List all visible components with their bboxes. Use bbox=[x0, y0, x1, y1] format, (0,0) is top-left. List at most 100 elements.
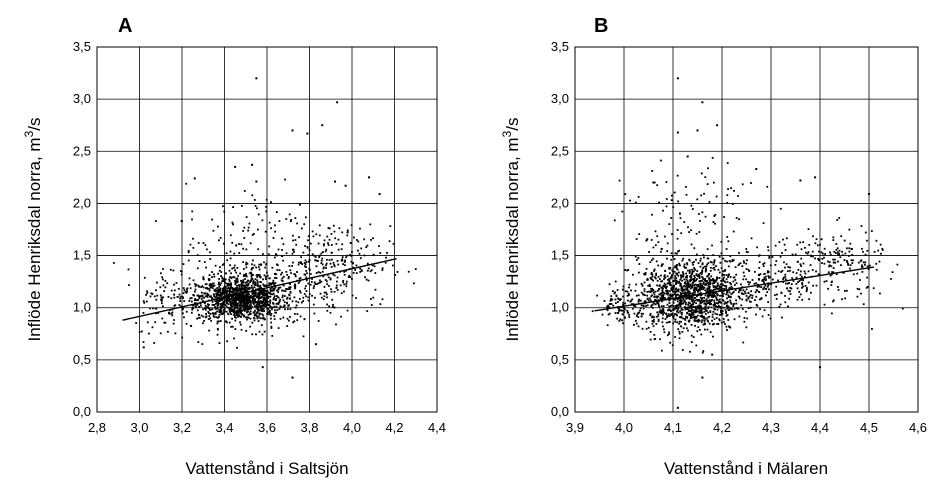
data-point bbox=[718, 285, 721, 288]
data-point bbox=[256, 316, 259, 319]
data-point bbox=[183, 316, 185, 319]
data-point bbox=[689, 350, 691, 353]
data-point bbox=[171, 311, 174, 314]
data-point bbox=[231, 317, 233, 320]
data-point bbox=[203, 296, 206, 299]
data-point bbox=[804, 272, 807, 275]
data-point bbox=[355, 264, 358, 267]
data-point bbox=[622, 313, 625, 316]
data-point bbox=[245, 316, 248, 319]
data-point bbox=[214, 290, 217, 292]
data-point bbox=[873, 250, 876, 253]
data-point bbox=[707, 296, 710, 299]
data-point bbox=[715, 278, 718, 280]
data-point bbox=[692, 281, 695, 283]
data-point bbox=[204, 283, 207, 286]
data-point bbox=[680, 274, 683, 277]
data-point bbox=[715, 297, 718, 299]
data-point bbox=[245, 330, 248, 332]
data-point bbox=[690, 229, 692, 232]
data-point bbox=[700, 288, 703, 291]
data-point bbox=[228, 269, 231, 272]
x-tick-label: 4,2 bbox=[385, 420, 403, 435]
data-point bbox=[223, 292, 226, 294]
data-point bbox=[696, 285, 699, 288]
data-point bbox=[660, 311, 662, 314]
data-point bbox=[766, 285, 769, 288]
data-point bbox=[694, 276, 696, 279]
data-point bbox=[329, 278, 332, 281]
data-point bbox=[262, 308, 265, 311]
data-point bbox=[216, 310, 219, 313]
data-point bbox=[650, 277, 652, 280]
data-point bbox=[255, 306, 258, 309]
data-point bbox=[154, 321, 157, 324]
x-axis-label: Vattenstånd i Mälaren bbox=[664, 459, 828, 478]
data-point bbox=[180, 273, 183, 276]
data-point bbox=[245, 275, 248, 278]
data-point bbox=[852, 273, 855, 276]
y-tick-label: 3,5 bbox=[73, 39, 91, 54]
data-point bbox=[695, 287, 697, 289]
data-point bbox=[222, 303, 224, 306]
data-point bbox=[726, 194, 729, 196]
data-point bbox=[277, 248, 280, 251]
data-point bbox=[688, 307, 691, 309]
data-point bbox=[189, 324, 192, 327]
data-point bbox=[671, 312, 674, 315]
data-point bbox=[725, 312, 728, 315]
data-point bbox=[291, 300, 294, 303]
data-point bbox=[288, 265, 291, 267]
data-point bbox=[218, 290, 221, 293]
data-point bbox=[704, 277, 707, 280]
data-point bbox=[652, 279, 655, 282]
data-point bbox=[202, 322, 204, 325]
data-point bbox=[276, 254, 278, 257]
data-point bbox=[242, 275, 245, 278]
data-point bbox=[802, 262, 805, 265]
data-point bbox=[656, 279, 659, 282]
data-point bbox=[800, 257, 803, 260]
data-point bbox=[179, 297, 182, 300]
data-point bbox=[300, 261, 302, 264]
data-point bbox=[187, 251, 190, 254]
data-point bbox=[238, 284, 240, 287]
data-point bbox=[754, 291, 757, 294]
data-point bbox=[216, 320, 219, 323]
data-point bbox=[212, 312, 214, 314]
data-point bbox=[235, 288, 238, 290]
data-point bbox=[198, 295, 201, 298]
data-point bbox=[216, 287, 219, 289]
data-point bbox=[653, 181, 656, 184]
data-point bbox=[654, 244, 657, 247]
data-point bbox=[810, 255, 813, 258]
data-point bbox=[351, 294, 354, 297]
data-point bbox=[675, 266, 678, 269]
data-point bbox=[258, 263, 261, 266]
data-point bbox=[222, 291, 225, 294]
data-point bbox=[269, 290, 272, 293]
data-point bbox=[723, 287, 725, 290]
data-point bbox=[724, 269, 726, 271]
data-point bbox=[738, 291, 740, 294]
data-point bbox=[728, 309, 731, 311]
data-point bbox=[284, 290, 287, 293]
data-point bbox=[236, 296, 238, 299]
data-point bbox=[676, 406, 679, 409]
data-point bbox=[830, 265, 833, 268]
data-point bbox=[828, 264, 831, 267]
data-point bbox=[631, 298, 634, 301]
data-point bbox=[627, 292, 630, 295]
data-point bbox=[391, 264, 394, 267]
plot-frame bbox=[574, 46, 919, 413]
data-point bbox=[676, 237, 679, 240]
data-point bbox=[670, 217, 673, 219]
data-point bbox=[260, 302, 263, 304]
data-point bbox=[674, 291, 677, 294]
data-point bbox=[763, 276, 766, 279]
data-point bbox=[262, 307, 265, 310]
data-point bbox=[204, 292, 207, 295]
data-point bbox=[214, 296, 217, 299]
data-point bbox=[821, 252, 824, 255]
data-point bbox=[694, 297, 697, 299]
